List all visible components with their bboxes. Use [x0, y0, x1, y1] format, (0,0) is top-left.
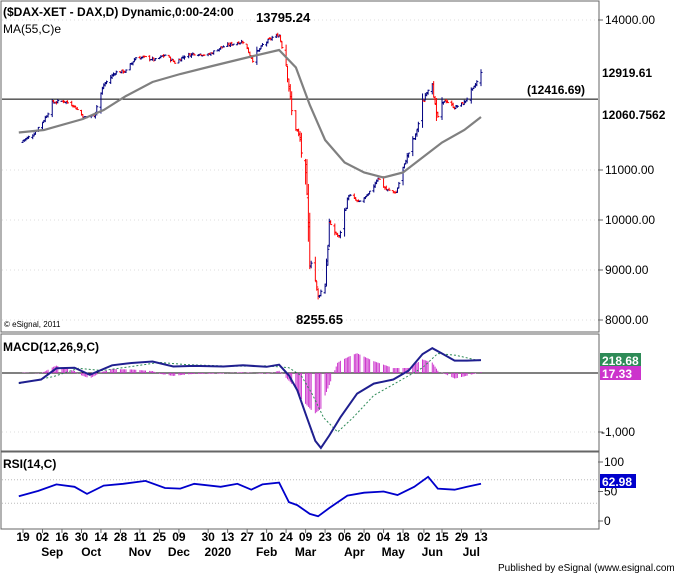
x-month-label: 2020: [205, 545, 232, 559]
rsi-tick-label: 0: [604, 514, 611, 528]
macd-panel: [0, 333, 600, 452]
price-tick-label: 9000.00: [605, 263, 649, 277]
last-price-badge: [600, 65, 656, 80]
x-month-label: Mar: [295, 545, 317, 559]
histogram-value-badge: [600, 366, 641, 380]
x-day-label: 25: [153, 530, 167, 544]
x-axis: 19 02 16 30 14 28 11 25 09 30 13 27 10 24 09 23 06 20 04 18…: [16, 529, 488, 559]
x-day-label: 13: [221, 530, 235, 544]
rsi-value-badge: [600, 474, 636, 488]
x-day-label: 09: [299, 530, 313, 544]
histogram-value: 17.33: [602, 367, 632, 381]
price-tick-label: 8000.00: [605, 313, 649, 327]
x-day-label: 02: [417, 530, 431, 544]
macd-title: MACD(12,26,9,C): [3, 340, 99, 354]
macd-signal-line: [18, 352, 482, 433]
copyright-label: © eSignal, 2011: [4, 320, 61, 329]
price-tick-label: 10000.00: [605, 213, 655, 227]
x-day-label: 20: [357, 530, 371, 544]
ma-label: MA(55,C)e: [3, 22, 61, 36]
x-month-label: Sep: [41, 545, 63, 559]
last-ma-value: 12060.7562: [602, 108, 666, 122]
high-annotation: 13795.24: [256, 10, 311, 25]
x-day-label: 30: [201, 530, 215, 544]
x-day-label: 14: [94, 530, 108, 544]
price-plot: 14000.00 11000.00 10000.00 9000.00 8000.00: [2, 13, 655, 327]
x-day-label: 24: [279, 530, 293, 544]
rsi-tick-label: 100: [604, 455, 624, 469]
macd-plot: -1,000: [2, 347, 635, 450]
last-price-value: 12919.61: [602, 66, 652, 80]
macd-value-badge: [600, 353, 641, 368]
x-month-label: Dec: [168, 545, 190, 559]
x-day-label: 29: [455, 530, 469, 544]
x-day-label: 09: [172, 530, 186, 544]
x-day-label: 04: [377, 530, 391, 544]
macd-tick-label: -1,000: [601, 425, 635, 439]
low-annotation: 8255.65: [296, 312, 343, 327]
macd-value: 218.68: [602, 354, 639, 368]
rsi-value: 62.98: [602, 475, 632, 489]
rsi-title: RSI(14,C): [3, 457, 56, 471]
x-month-label: Apr: [344, 545, 365, 559]
x-day-label: 23: [318, 530, 332, 544]
rsi-panel: [0, 451, 600, 530]
x-day-label: 18: [396, 530, 410, 544]
last-ma-badge: [600, 107, 672, 122]
x-month-label: Nov: [129, 545, 152, 559]
x-day-label: 13: [474, 530, 488, 544]
x-day-label: 16: [55, 530, 69, 544]
price-tick-label: 14000.00: [605, 13, 655, 27]
x-day-label: 15: [435, 530, 449, 544]
rsi-line: [18, 475, 482, 518]
chart-title: ($DAX-XET - DAX,D) Dynamic,0:00-24:00: [3, 5, 234, 19]
price-tick-label: 11000.00: [605, 163, 654, 177]
x-day-label: 27: [240, 530, 254, 544]
x-day-label: 02: [36, 530, 50, 544]
x-day-label: 10: [260, 530, 274, 544]
x-month-label: Feb: [256, 545, 277, 559]
x-day-label: 11: [134, 530, 147, 544]
x-day-label: 19: [16, 530, 30, 544]
level-label: (12416.69): [527, 83, 585, 97]
ma-line: [18, 48, 482, 179]
x-day-label: 30: [75, 530, 89, 544]
price-panel: [0, 0, 600, 333]
x-month-label: May: [382, 545, 406, 559]
macd-line: [18, 347, 482, 450]
x-day-label: 06: [338, 530, 352, 544]
x-day-label: 28: [114, 530, 128, 544]
x-month-label: Oct: [81, 545, 101, 559]
x-month-label: Jun: [422, 545, 443, 559]
footer-credit: Published by eSignal (www.esignal.com): [498, 563, 674, 574]
x-month-label: Jul: [463, 545, 480, 559]
